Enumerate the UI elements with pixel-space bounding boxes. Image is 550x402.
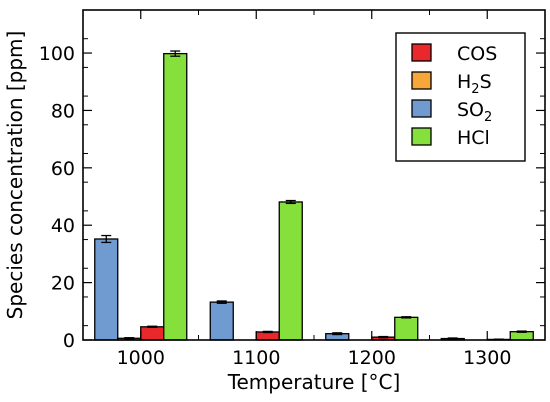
bar-so2-1100: [209, 301, 234, 341]
y-tick-label: 60: [51, 158, 75, 180]
x-tick-label: 1200: [348, 347, 396, 369]
legend-swatch-so2: [411, 99, 432, 118]
x-tick-label: 1300: [463, 347, 511, 369]
legend-swatch-cos: [411, 43, 432, 62]
x-tick-label: 1000: [117, 347, 165, 369]
plot-frame: [82, 9, 546, 341]
y-tick-label: 20: [51, 273, 75, 295]
legend-swatch-h2s: [411, 71, 432, 90]
y-tick-label: 40: [51, 215, 75, 237]
bar-so2-1000: [94, 238, 119, 341]
ticks-layer: 0 20 40 60 80 100 1000 1100 1200 1300: [39, 10, 546, 369]
x-axis-title: Temperature [°C]: [227, 370, 401, 394]
legend-label-so2: SO2: [457, 99, 492, 125]
y-tick-label: 80: [51, 100, 75, 122]
bar-hcl-1100: [278, 201, 303, 341]
bar-hcl-1300: [509, 331, 534, 341]
y-tick-label: 100: [39, 43, 75, 65]
bar-hcl-1000: [163, 52, 188, 341]
y-tick-label: 0: [63, 330, 75, 352]
bar-hcl-1200: [394, 316, 419, 341]
bar-cos-1000: [140, 326, 165, 341]
legend-label-h2s: H2S: [457, 71, 492, 97]
legend-label-cos: COS: [457, 43, 497, 65]
y-axis-title: Species concentration [ppm]: [3, 31, 27, 320]
legend-label-hcl: HCl: [457, 127, 490, 149]
legend-swatch-hcl: [411, 127, 432, 146]
x-tick-label: 1100: [232, 347, 280, 369]
